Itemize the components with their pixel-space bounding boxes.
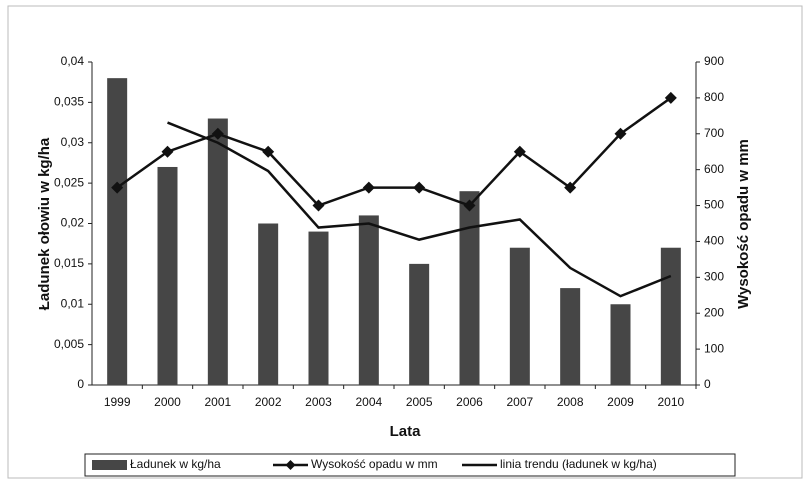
x-tick-label: 2002: [255, 395, 282, 409]
chart-frame: [7, 5, 803, 479]
y2-tick-label: 900: [704, 54, 724, 68]
x-tick-label: 2003: [305, 395, 332, 409]
legend-swatch: [92, 460, 127, 470]
marker: [664, 91, 677, 104]
x-tick-label: 1999: [104, 395, 131, 409]
bar: [157, 166, 178, 385]
y2-axis-title: Wysokość opadu w mm: [735, 139, 752, 309]
y2-tick-label: 400: [704, 234, 724, 248]
bar: [107, 78, 128, 386]
y-tick-label: 0,04: [61, 54, 85, 68]
bar: [409, 263, 430, 385]
legend-label: Wysokość opadu w mm: [311, 457, 438, 471]
y-tick-label: 0,03: [61, 135, 85, 149]
y2-tick-label: 600: [704, 162, 724, 176]
bar: [610, 304, 631, 385]
y2-tick-label: 200: [704, 305, 724, 319]
x-axis-title: Lata: [390, 423, 422, 440]
y2-tick-label: 300: [704, 270, 724, 284]
y2-tick-label: 100: [704, 341, 724, 355]
y-tick-label: 0,01: [61, 296, 85, 310]
y-tick-label: 0,02: [61, 216, 85, 230]
bar: [660, 247, 681, 385]
marker: [312, 199, 325, 212]
bar: [207, 118, 228, 386]
x-tick-label: 2008: [557, 395, 584, 409]
x-tick-label: 2009: [607, 395, 634, 409]
bar: [459, 191, 480, 385]
line: [116, 96, 672, 208]
legend-label: Ładunek w kg/ha: [130, 457, 221, 471]
x-tick-label: 2004: [355, 395, 382, 409]
legend-box: [84, 453, 736, 477]
x-tick-label: 2001: [204, 395, 231, 409]
x-tick-label: 2000: [154, 395, 181, 409]
marker: [362, 181, 375, 194]
bar: [358, 215, 379, 385]
x-tick-label: 2007: [506, 395, 533, 409]
y2-tick-label: 800: [704, 90, 724, 104]
marker: [262, 145, 275, 158]
line: [167, 121, 672, 298]
y-tick-label: 0,025: [54, 175, 84, 189]
legend-marker: [285, 460, 296, 470]
bar: [258, 223, 279, 385]
marker: [614, 127, 627, 140]
marker: [211, 127, 224, 140]
y2-tick-label: 700: [704, 126, 724, 140]
y-tick-label: 0,015: [54, 256, 84, 270]
y-tick-label: 0: [77, 377, 84, 391]
marker: [513, 145, 526, 158]
y2-tick-label: 500: [704, 198, 724, 212]
bar: [560, 288, 581, 385]
legend-label: linia trendu (ładunek w kg/ha): [500, 457, 657, 471]
marker: [161, 145, 174, 158]
marker: [111, 181, 124, 194]
bar: [509, 247, 530, 385]
x-tick-label: 2005: [406, 395, 433, 409]
y-tick-label: 0,035: [54, 95, 84, 109]
y-tick-label: 0,005: [54, 337, 84, 351]
x-tick-label: 2010: [657, 395, 684, 409]
bar: [308, 231, 329, 385]
marker: [413, 181, 426, 194]
y2-tick-label: 0: [704, 377, 711, 391]
x-tick-label: 2006: [456, 395, 483, 409]
marker: [463, 199, 476, 212]
y-axis-title: Ładunek ołowiu w kg/ha: [36, 137, 53, 310]
marker: [564, 181, 577, 194]
